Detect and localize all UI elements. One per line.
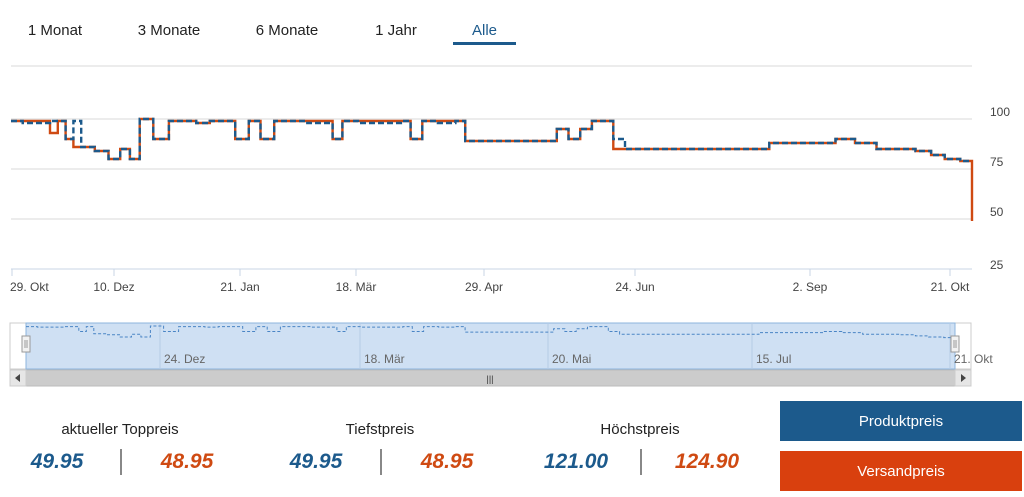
- stat-highest-product-price: 121.00: [543, 450, 609, 473]
- stat-highest-shipping-price: 124.90: [674, 450, 740, 473]
- tab-alle[interactable]: Alle: [471, 22, 497, 39]
- navigator-left-handle[interactable]: [21, 335, 31, 353]
- stat-lowest-product-price: 49.95: [289, 450, 343, 473]
- x-tick-label: 29. Apr: [465, 280, 503, 294]
- stat-current-product-price: 49.95: [30, 450, 84, 473]
- navigator-grid: [159, 323, 951, 369]
- navigator-tick-label: 15. Jul: [756, 352, 791, 366]
- x-tick-label: 18. Mär: [336, 280, 377, 294]
- y-axis-labels: 25 50 75 100: [990, 105, 1010, 272]
- stat-separator: [640, 449, 642, 475]
- y-tick-label: 75: [990, 155, 1004, 169]
- tab-1-jahr[interactable]: 1 Jahr: [375, 22, 417, 39]
- x-tick-label: 21. Okt: [931, 280, 970, 294]
- stat-separator: [380, 449, 382, 475]
- navigator-right-handle[interactable]: [950, 335, 960, 353]
- chart-series: [11, 117, 974, 221]
- stat-label-current-top: aktueller Toppreis: [61, 421, 179, 438]
- navigator-series-line: [26, 325, 955, 339]
- shipping-price-button[interactable]: Versandpreis: [780, 451, 1022, 491]
- y-tick-label: 50: [990, 205, 1004, 219]
- stat-current-shipping-price: 48.95: [160, 450, 214, 473]
- navigator-tick-label: 20. Mai: [552, 352, 591, 366]
- y-tick-label: 25: [990, 258, 1004, 272]
- chart-grid: [11, 65, 972, 270]
- stat-label-highest: Höchstpreis: [600, 421, 680, 438]
- x-tick-label: 21. Jan: [220, 280, 259, 294]
- x-tick-label: 24. Jun: [615, 280, 654, 294]
- tab-1-monat[interactable]: 1 Monat: [27, 22, 83, 39]
- y-tick-label: 100: [990, 105, 1010, 119]
- navigator-tick-label: 24. Dez: [164, 352, 205, 366]
- navigator-tick-labels: 24. Dez 18. Mär 20. Mai 15. Jul 21. Okt: [164, 352, 993, 366]
- stat-label-lowest: Tiefstpreis: [345, 421, 415, 438]
- active-tab-underline: [453, 42, 516, 45]
- stat-lowest-shipping-price: 48.95: [420, 450, 474, 473]
- range-tabs: 1 Monat 3 Monate 6 Monate 1 Jahr Alle: [0, 16, 560, 48]
- x-tick-label: 2. Sep: [793, 280, 828, 294]
- stat-separator: [120, 449, 122, 475]
- product-price-button[interactable]: Produktpreis: [780, 401, 1022, 441]
- scrollbar-right-arrow[interactable]: [954, 369, 972, 387]
- x-tick-label: 10. Dez: [93, 280, 134, 294]
- tab-3-monate[interactable]: 3 Monate: [137, 22, 201, 39]
- navigator-tick-label: 21. Okt: [954, 352, 993, 366]
- scrollbar-left-arrow[interactable]: [9, 369, 27, 387]
- tab-6-monate[interactable]: 6 Monate: [255, 22, 319, 39]
- x-axis-labels: 29. Okt 10. Dez 21. Jan 18. Mär 29. Apr 24. J…: [10, 269, 970, 294]
- navigator: 24. Dez 18. Mär 20. Mai 15. Jul 21. Okt |||: [9, 322, 993, 387]
- scrollbar-grip: |||: [486, 374, 493, 384]
- navigator-tick-label: 18. Mär: [364, 352, 405, 366]
- x-tick-label: 29. Okt: [10, 280, 49, 294]
